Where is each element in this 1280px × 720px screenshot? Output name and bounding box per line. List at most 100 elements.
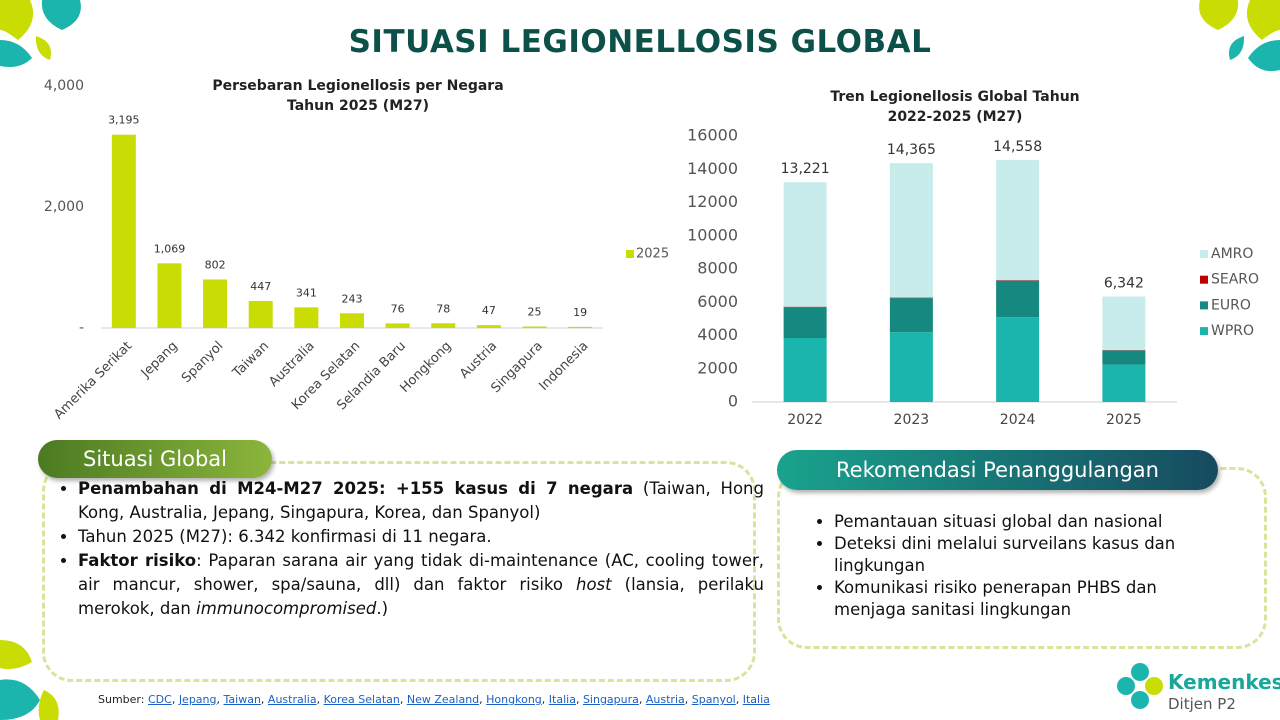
bar-segment — [1102, 364, 1146, 402]
separator: , — [399, 693, 407, 706]
source-link[interactable]: New Zealand — [406, 693, 480, 706]
bullet: Tahun 2025 (M27): 6.342 konfirmasi di 11… — [78, 525, 764, 549]
legend-label: EURO — [1211, 297, 1251, 313]
source-link[interactable]: CDC — [147, 693, 172, 706]
source-link[interactable]: Jepang — [178, 693, 217, 706]
separator: , — [316, 693, 324, 706]
x-tick-label: 2024 — [1000, 412, 1036, 428]
source-link[interactable]: Singapura — [582, 693, 639, 706]
x-tick-label: Jepang — [138, 339, 181, 382]
legend-label: 2025 — [636, 247, 669, 262]
source-link[interactable]: Hongkong — [486, 693, 542, 706]
y-tick-label: 4,000 — [44, 78, 84, 94]
source-link[interactable]: Korea Selatan — [323, 693, 400, 706]
total-label: 14,365 — [887, 142, 936, 158]
bar-segment — [783, 182, 827, 307]
y-tick-label: 4000 — [697, 325, 738, 344]
corner-top-left — [0, 0, 81, 67]
bullet: Deteksi dini melalui surveilans kasus da… — [834, 533, 1234, 577]
data-label: 76 — [391, 302, 405, 315]
source-link[interactable]: Spanyol — [691, 693, 736, 706]
y-tick-label: 2,000 — [44, 199, 84, 215]
total-label: 6,342 — [1104, 276, 1144, 292]
bullet: Penambahan di M24-M27 2025: +155 kasus d… — [78, 477, 764, 525]
bar-segment — [783, 337, 827, 402]
bullet-list: Pemantauan situasi global dan nasional De… — [812, 511, 1234, 621]
bullet-text: (lansia, perilaku merokok, dan — [78, 575, 764, 618]
source-link[interactable]: Taiwan — [223, 693, 261, 706]
bar — [340, 313, 364, 328]
x-tick-label: 2023 — [894, 412, 930, 428]
chart-title: Tahun 2025 (M27) — [287, 98, 429, 114]
bar-segment — [889, 332, 933, 402]
source-link[interactable]: Italia — [548, 693, 576, 706]
logo-name: Kemenkes — [1168, 670, 1280, 694]
x-tick-label: 2022 — [787, 412, 823, 428]
legend-swatch — [1200, 301, 1208, 310]
bullet-text: (Taiwan, Hong Kong, Australia, Jepang, S… — [78, 479, 764, 522]
bar — [522, 326, 547, 328]
legend-label: WPRO — [1211, 323, 1254, 339]
separator: , — [735, 693, 743, 706]
bar — [157, 263, 182, 328]
bullet-text: .) — [376, 599, 389, 618]
y-tick-label: 6000 — [697, 292, 738, 311]
y-tick-label: - — [79, 320, 84, 336]
bullet-text: Faktor risiko — [78, 551, 197, 570]
bar — [431, 323, 456, 328]
bar — [385, 323, 410, 328]
separator: , — [684, 693, 692, 706]
logo-unit: Ditjen P2P — [1168, 695, 1236, 713]
separator: , — [216, 693, 224, 706]
legend-swatch — [1200, 327, 1208, 336]
bar — [111, 134, 136, 328]
y-tick-label: 2000 — [697, 358, 738, 377]
data-label: 3,195 — [108, 114, 140, 127]
bar-segment — [996, 159, 1040, 281]
legend-swatch — [1200, 275, 1208, 284]
data-label: 341 — [296, 286, 317, 299]
chart-title: Persebaran Legionellosis per Negara — [212, 78, 503, 94]
legend-label: AMRO — [1211, 246, 1253, 262]
y-tick-label: 0 — [728, 392, 738, 411]
separator: , — [171, 693, 179, 706]
y-tick-label: 12000 — [687, 192, 738, 211]
source-link[interactable]: Australia — [267, 693, 317, 706]
data-label: 25 — [528, 305, 542, 318]
total-label: 14,558 — [993, 139, 1042, 155]
section-title: Rekomendasi Penanggulangan — [777, 450, 1218, 490]
bar — [203, 279, 228, 328]
corner-bottom-left — [0, 640, 59, 720]
separator: , — [575, 693, 583, 706]
separator: , — [541, 693, 549, 706]
bullet: Pemantauan situasi global dan nasional — [834, 511, 1234, 533]
y-tick-label: 16000 — [687, 126, 738, 145]
source-link[interactable]: Italia — [742, 693, 770, 706]
bullet-text: Tahun 2025 (M27): 6.342 konfirmasi di 11… — [78, 527, 492, 546]
bar-segment — [996, 317, 1040, 402]
data-label: 243 — [342, 292, 363, 305]
bullet: Faktor risiko: Paparan sarana air yang t… — [78, 549, 764, 621]
legend-swatch — [626, 250, 634, 258]
data-label: 1,069 — [154, 242, 186, 255]
data-label: 802 — [205, 258, 226, 271]
source-link[interactable]: Austria — [645, 693, 685, 706]
data-label: 78 — [436, 302, 450, 315]
bar — [476, 325, 501, 328]
bar-segment — [783, 307, 827, 338]
separator: , — [638, 693, 646, 706]
x-tick-label: 2025 — [1106, 412, 1142, 428]
x-tick-label: Taiwan — [229, 339, 272, 382]
chart-title: Tren Legionellosis Global Tahun — [830, 89, 1079, 105]
legend-label: SEARO — [1211, 272, 1259, 288]
y-tick-label: 14000 — [687, 159, 738, 178]
separator: , — [260, 693, 268, 706]
bar — [248, 300, 273, 328]
bullet-list: Penambahan di M24-M27 2025: +155 kasus d… — [56, 477, 764, 621]
chart-title: 2022-2025 (M27) — [888, 109, 1023, 125]
bullet: Komunikasi risiko penerapan PHBS dan men… — [834, 577, 1234, 621]
source-label: Sumber: — [98, 693, 145, 706]
